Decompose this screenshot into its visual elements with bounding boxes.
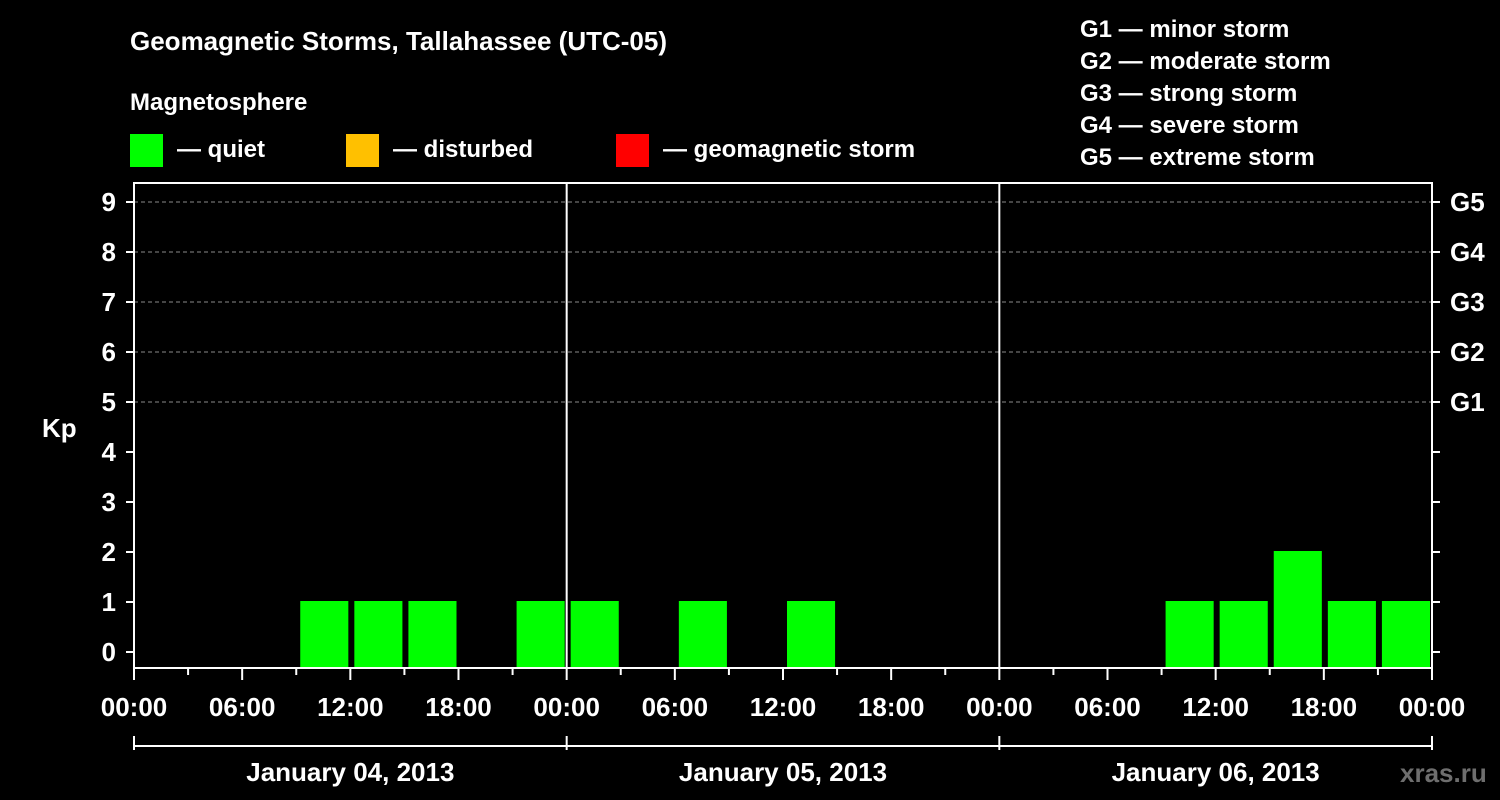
y-tick-label: 3 [102, 487, 116, 517]
legend-label: — disturbed [393, 136, 533, 163]
bars [300, 551, 1430, 668]
y-tick-label: 0 [102, 637, 116, 667]
x-tick-label: 12:00 [1182, 692, 1249, 722]
kp-bar [1273, 551, 1322, 668]
storm-level-label: G5 [1450, 187, 1485, 217]
kp-bar [354, 601, 403, 668]
y-tick-label: 2 [102, 537, 116, 567]
storm-level-legend: G1 — minor storm G2 — moderate storm G3 — … [1080, 16, 1331, 171]
plot-border [133, 182, 1433, 669]
legend-label: — quiet [177, 136, 265, 163]
day-label: January 06, 2013 [1112, 757, 1320, 787]
status-legend-item: — quiet [130, 134, 265, 167]
y-tick-label: 5 [102, 387, 116, 417]
storm-legend-item: G2 — moderate storm [1080, 48, 1331, 75]
day-label: January 05, 2013 [679, 757, 887, 787]
y-tick-label: 7 [102, 287, 116, 317]
x-tick-label: 18:00 [425, 692, 492, 722]
kp-bar [408, 601, 457, 668]
x-tick-label: 12:00 [317, 692, 384, 722]
storm-legend-item: G1 — minor storm [1080, 16, 1289, 43]
kp-bar [570, 601, 619, 668]
storm-legend-item: G3 — strong storm [1080, 80, 1297, 107]
x-tick-label: 12:00 [750, 692, 817, 722]
legend-swatch [130, 134, 163, 167]
day-labels: January 04, 2013 January 05, 2013 January … [133, 736, 1433, 787]
x-tick-label: 00:00 [533, 692, 600, 722]
y-tick-label: 8 [102, 237, 116, 267]
storm-level-label: G2 [1450, 337, 1485, 367]
kp-bar [1219, 601, 1268, 668]
legend-swatch [616, 134, 649, 167]
x-tick-label: 00:00 [101, 692, 168, 722]
x-tick-label: 06:00 [642, 692, 709, 722]
storm-legend-item: G5 — extreme storm [1080, 144, 1315, 171]
x-tick-label: 06:00 [209, 692, 276, 722]
status-legend: — quiet — disturbed — geomagnetic storm [130, 134, 915, 167]
kp-bar [300, 601, 349, 668]
watermark: xras.ru [1400, 758, 1487, 788]
y-tick-label: 4 [102, 437, 117, 467]
legend-label: — geomagnetic storm [663, 136, 915, 163]
gridlines [134, 201, 1432, 403]
y-axis-label: Kp [42, 413, 77, 443]
kp-bar [787, 601, 836, 668]
y-tick-label: 6 [102, 337, 116, 367]
y-tick-label: 1 [102, 587, 116, 617]
kp-bar [1327, 601, 1376, 668]
x-tick-label: 18:00 [1291, 692, 1358, 722]
plot-frame [133, 182, 1433, 669]
storm-axis: G1 G2 G3 G4 G5 [1432, 187, 1485, 653]
x-tick-label: 06:00 [1074, 692, 1141, 722]
status-legend-item: — geomagnetic storm [616, 134, 915, 167]
storm-level-label: G1 [1450, 387, 1485, 417]
magnetosphere-heading: Magnetosphere [130, 89, 307, 116]
y-tick-label: 9 [102, 187, 116, 217]
storm-level-label: G3 [1450, 287, 1485, 317]
status-legend-item: — disturbed [346, 134, 533, 167]
y-axis: 0 1 2 3 4 5 6 7 8 9 [102, 187, 134, 667]
storm-legend-item: G4 — severe storm [1080, 112, 1299, 139]
kp-bar [516, 601, 565, 668]
storm-level-label: G4 [1450, 237, 1485, 267]
legend-swatch [346, 134, 379, 167]
kp-bar [678, 601, 727, 668]
x-tick-label: 00:00 [966, 692, 1033, 722]
x-tick-label: 00:00 [1399, 692, 1466, 722]
kp-bar [1165, 601, 1214, 668]
x-axis: 00:00 06:00 12:00 18:00 00:00 06:00 12:00 18:00… [101, 668, 1466, 722]
x-tick-label: 18:00 [858, 692, 925, 722]
chart-title: Geomagnetic Storms, Tallahassee (UTC-05) [130, 26, 667, 56]
kp-bar [1381, 601, 1430, 668]
day-label: January 04, 2013 [246, 757, 454, 787]
